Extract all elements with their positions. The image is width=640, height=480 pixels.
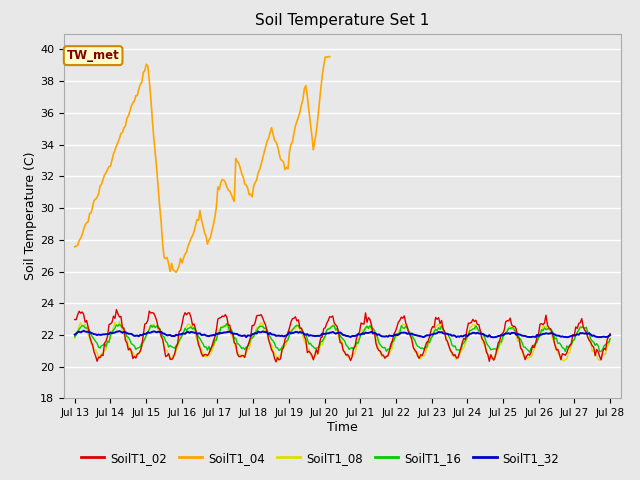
X-axis label: Time: Time <box>327 421 358 434</box>
Y-axis label: Soil Temperature (C): Soil Temperature (C) <box>24 152 37 280</box>
Legend: SoilT1_02, SoilT1_04, SoilT1_08, SoilT1_16, SoilT1_32: SoilT1_02, SoilT1_04, SoilT1_08, SoilT1_… <box>76 447 564 469</box>
Text: TW_met: TW_met <box>67 49 120 62</box>
Title: Soil Temperature Set 1: Soil Temperature Set 1 <box>255 13 429 28</box>
